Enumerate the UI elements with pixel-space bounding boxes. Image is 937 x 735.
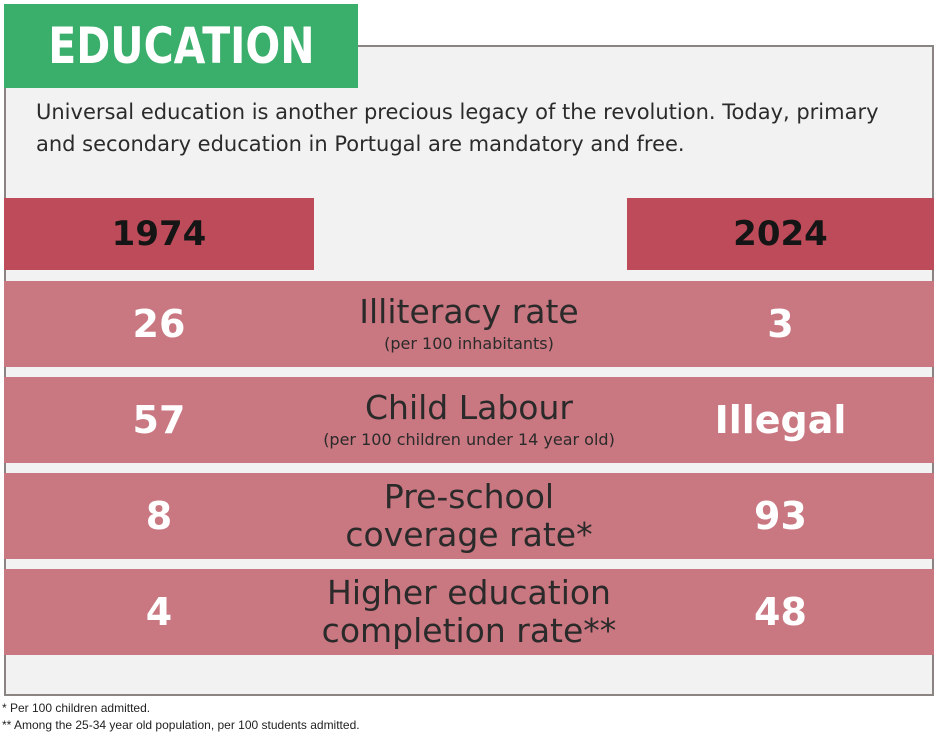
title-banner: EDUCATION: [4, 4, 358, 88]
year-header-1974: 1974: [4, 198, 314, 270]
value-1974: 8: [145, 494, 173, 538]
value-2024: 3: [767, 302, 794, 346]
metric-sublabel: (per 100 inhabitants): [384, 334, 554, 353]
metric-cell: Child Labour (per 100 children under 14 …: [264, 377, 674, 463]
footnote: ** Among the 25-34 year old population, …: [2, 718, 360, 732]
value-2024: 93: [754, 494, 807, 538]
metric-sublabel: (per 100 children under 14 year old): [323, 430, 615, 449]
value-2024: 48: [754, 590, 807, 634]
metric-cell: Higher education completion rate**: [264, 569, 674, 655]
table-row: 4 Higher education completion rate** 48: [4, 569, 934, 655]
year-header-2024: 2024: [627, 198, 934, 270]
footnote: * Per 100 children admitted.: [2, 701, 151, 715]
metric-label: Illiteracy rate: [359, 292, 579, 331]
value-1974: 57: [132, 398, 186, 442]
value-1974: 26: [132, 302, 186, 346]
intro-text: Universal education is another precious …: [36, 100, 879, 156]
metric-label: Higher education completion rate**: [321, 573, 617, 650]
metric-label: Pre-school coverage rate*: [345, 477, 593, 554]
metric-cell: Pre-school coverage rate*: [264, 473, 674, 559]
table-row: 57 Child Labour (per 100 children under …: [4, 377, 934, 463]
page-title: EDUCATION: [47, 17, 315, 75]
value-1974: 4: [145, 590, 173, 634]
table-row: 26 Illiteracy rate (per 100 inhabitants)…: [4, 281, 934, 367]
table-row: 8 Pre-school coverage rate* 93: [4, 473, 934, 559]
value-2024: Illegal: [714, 398, 847, 442]
metric-label: Child Labour: [365, 388, 573, 427]
metric-cell: Illiteracy rate (per 100 inhabitants): [264, 281, 674, 367]
